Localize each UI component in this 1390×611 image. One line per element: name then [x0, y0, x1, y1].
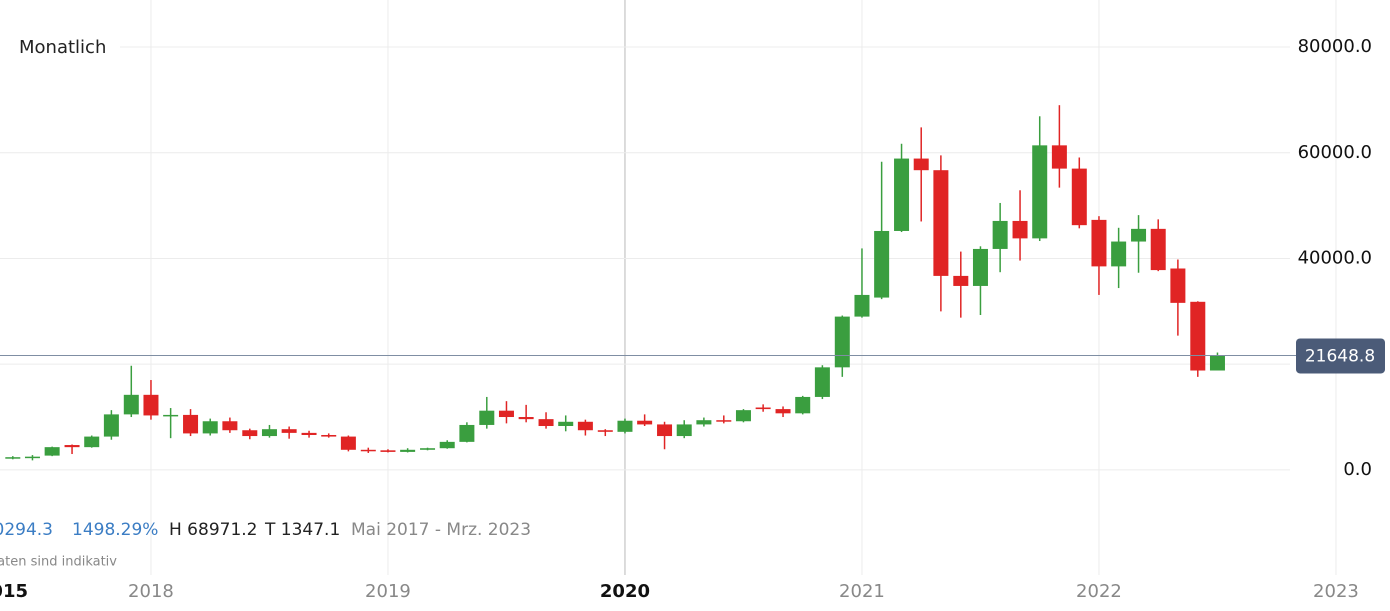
candle-body [301, 432, 317, 435]
candle-body [1170, 268, 1186, 303]
candle-body [755, 407, 771, 410]
candle-body [953, 275, 969, 286]
candle-body [558, 421, 574, 427]
candle-body [123, 394, 139, 415]
candle-body [360, 449, 376, 452]
candle-body [1012, 220, 1028, 239]
candle-body [261, 429, 277, 437]
candle-body [577, 421, 593, 431]
candle-body [1032, 145, 1048, 239]
last-value-box [1296, 338, 1385, 374]
candle-body [183, 414, 199, 434]
note: Daten sind indikativ [0, 555, 117, 570]
candle-body [657, 424, 673, 437]
x-tick-label: 2019 [365, 581, 411, 602]
grid [0, 0, 1337, 575]
candle-body [1071, 168, 1087, 226]
candle-body [538, 419, 554, 427]
candle-body [163, 414, 179, 417]
x-tick-label: 2022 [1076, 581, 1122, 602]
candle-body [498, 410, 514, 418]
x-tick-label: 2021 [839, 581, 885, 602]
candle-body [202, 421, 218, 434]
candle-body [84, 436, 100, 448]
candle-body [795, 396, 811, 414]
candle-body [340, 436, 356, 450]
x-tick-label: 2018 [128, 581, 174, 602]
candle-body [400, 449, 416, 452]
candle-body [1051, 145, 1067, 169]
candle-body [281, 429, 297, 433]
candle-body [380, 450, 396, 452]
candle-body [420, 448, 436, 450]
stat-change-percent: 1498.29% [72, 520, 158, 540]
candle-body [479, 410, 495, 425]
x-tick-label: 2023 [1313, 581, 1359, 602]
candle-body [242, 430, 258, 437]
candle-body [1190, 301, 1206, 371]
candle-body [24, 456, 40, 459]
candle-body [1131, 228, 1147, 242]
candle-body [597, 430, 613, 432]
y-tick-label: 0.0 [1343, 459, 1372, 480]
x-tick-label: 2020 [600, 581, 650, 602]
candle-body [617, 420, 633, 432]
candle-body [992, 220, 1008, 249]
candle-body [44, 447, 60, 456]
candle-body [5, 457, 21, 459]
candle-body [735, 410, 751, 422]
candle-body [834, 316, 850, 368]
candle-body [64, 445, 80, 448]
label-bg [0, 30, 120, 64]
candle-body [1091, 219, 1107, 267]
candle-body [676, 424, 692, 437]
candle-body [439, 441, 455, 449]
candle-body [1209, 355, 1225, 371]
candle-body [854, 294, 870, 317]
candle-body [459, 424, 475, 442]
stat-low: T 1347.1 [264, 520, 340, 540]
stat-high: H 68971.2 [169, 520, 258, 540]
candle-body [775, 409, 791, 414]
x-start-label: 2015 [0, 581, 28, 602]
candle-body [716, 420, 732, 422]
candle-body [814, 367, 830, 397]
stat-change: 20294.3 [0, 520, 53, 540]
candle-body [894, 158, 910, 231]
stat-period: Mai 2017 - Mrz. 2023 [351, 520, 531, 540]
last-value-label: 21648.8 [1305, 346, 1375, 366]
candle-body [637, 420, 653, 425]
candle-body [321, 434, 337, 437]
candle-body [696, 420, 712, 425]
y-tick-label: 60000.0 [1298, 142, 1372, 163]
candle-body [933, 170, 949, 276]
y-tick-label: 40000.0 [1298, 247, 1372, 268]
candle-body [518, 417, 534, 420]
candle-body [1150, 228, 1166, 271]
candle-body [874, 230, 890, 298]
candle-body [222, 421, 238, 431]
candle-body [913, 158, 929, 171]
candles [5, 105, 1225, 461]
y-tick-label: 80000.0 [1298, 36, 1372, 57]
interval-label: Monatlich [19, 37, 106, 58]
candle-body [1111, 241, 1127, 267]
candle-body [972, 248, 988, 286]
candle-body [103, 414, 119, 437]
candle-body [143, 394, 159, 416]
